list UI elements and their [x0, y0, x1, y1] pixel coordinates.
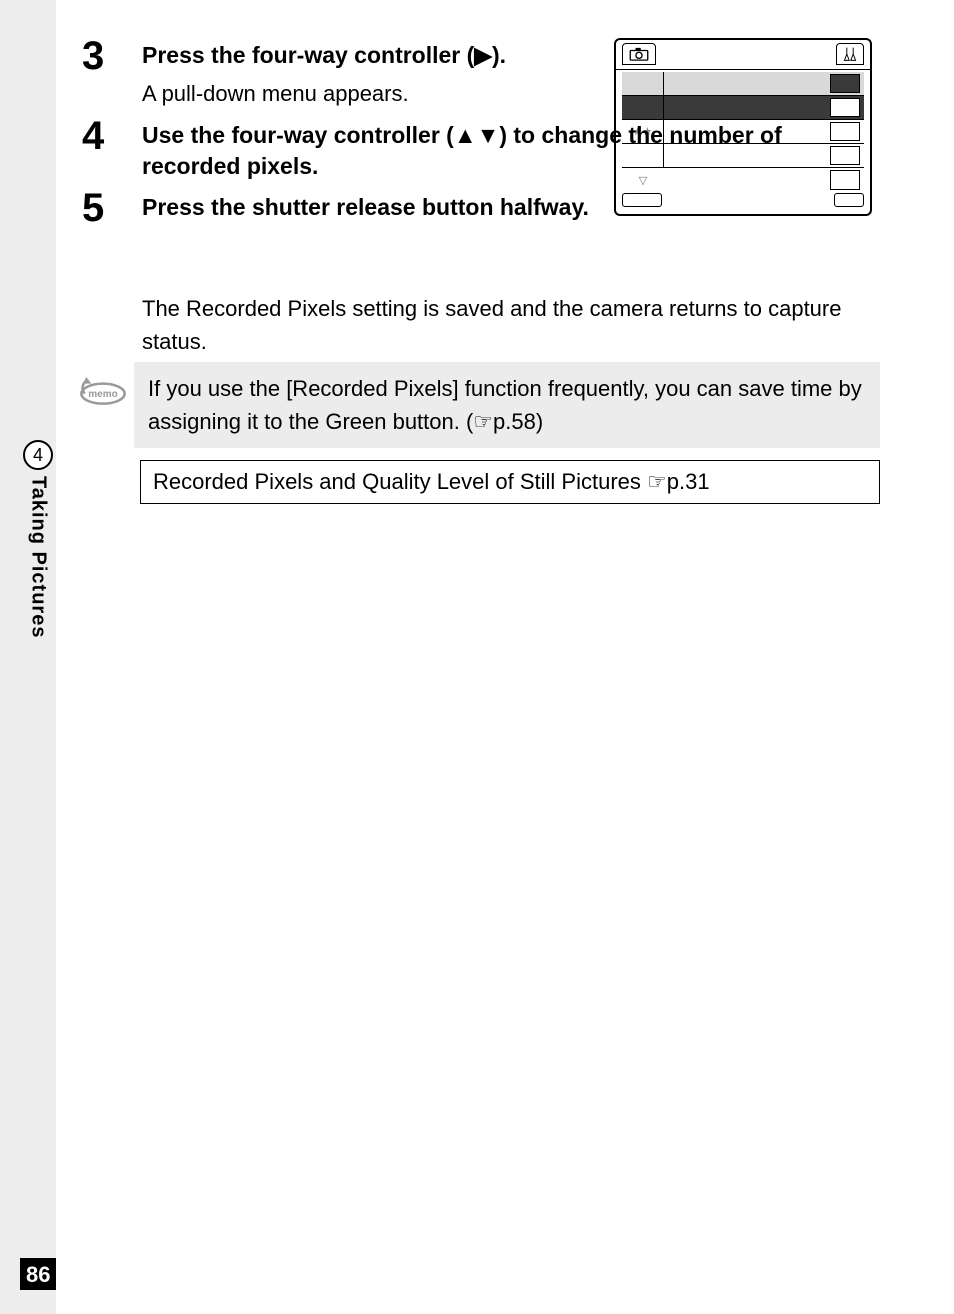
result-description: The Recorded Pixels setting is saved and…	[142, 292, 862, 358]
page-margin	[0, 0, 56, 1314]
step-title: Press the four-way controller (▶).	[142, 40, 882, 71]
step-number: 4	[82, 116, 142, 182]
step-description: A pull-down menu appears.	[142, 77, 882, 110]
step-title: Use the four-way controller (▲▼) to chan…	[142, 120, 882, 182]
step-3: 3 Press the four-way controller (▶). A p…	[82, 36, 882, 110]
step-4: 4 Use the four-way controller (▲▼) to ch…	[82, 116, 882, 182]
step-body: Press the shutter release button halfway…	[142, 188, 882, 228]
step-5: 5 Press the shutter release button halfw…	[82, 188, 882, 228]
step-number: 3	[82, 36, 142, 110]
step-number: 5	[82, 188, 142, 228]
memo-note: memo If you use the [Recorded Pixels] fu…	[78, 362, 880, 448]
svg-text:memo: memo	[88, 389, 117, 400]
reference-box: Recorded Pixels and Quality Level of Sti…	[140, 460, 880, 504]
step-title: Press the shutter release button halfway…	[142, 192, 882, 223]
steps-content: 3 Press the four-way controller (▶). A p…	[82, 36, 882, 234]
chapter-number: 4	[23, 440, 53, 470]
step-body: Use the four-way controller (▲▼) to chan…	[142, 116, 882, 182]
page-number: 86	[20, 1258, 56, 1290]
memo-icon: memo	[78, 362, 134, 448]
chapter-tab: 4 Taking Pictures	[20, 440, 56, 638]
manual-page: ◀ ★★ ▽	[0, 0, 954, 1314]
memo-text: If you use the [Recorded Pixels] functio…	[134, 362, 880, 448]
step-body: Press the four-way controller (▶). A pul…	[142, 36, 882, 110]
chapter-label: Taking Pictures	[27, 476, 50, 638]
